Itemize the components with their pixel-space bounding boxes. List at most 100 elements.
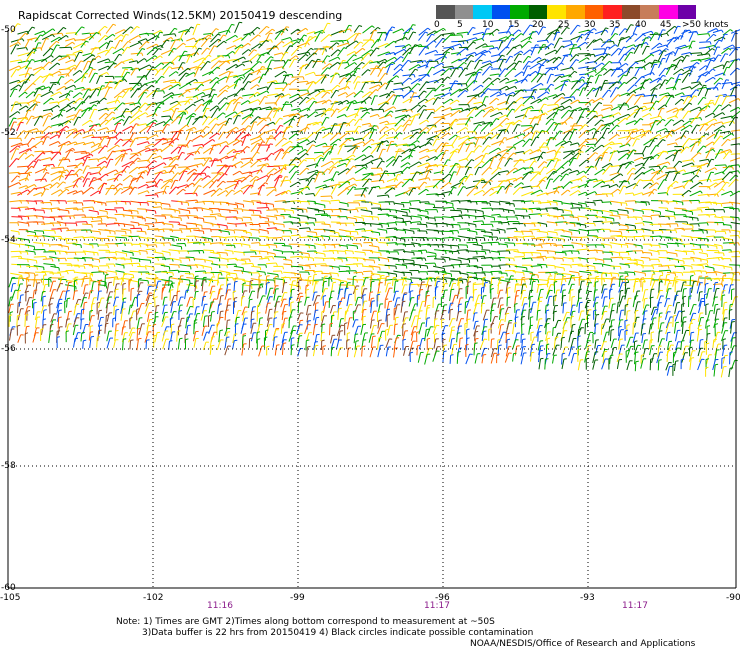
wind-barb: [192, 38, 200, 49]
wind-barb: [33, 192, 42, 197]
wind-barb: [673, 59, 681, 71]
wind-barb: [634, 162, 643, 167]
wind-barb: [680, 45, 691, 50]
wind-barb-flag: [197, 150, 201, 155]
wind-barb: [291, 108, 300, 111]
wind-barb-flag: [412, 178, 414, 183]
wind-barb-flag: [641, 76, 645, 79]
wind-barb-flag: [416, 140, 420, 143]
wind-barb: [177, 100, 189, 103]
wind-barb: [265, 128, 275, 133]
wind-barb-flag: [329, 215, 331, 219]
wind-barb-flag: [502, 156, 506, 159]
wind-barb-flag: [112, 116, 117, 120]
wind-barb: [584, 201, 595, 204]
wind-barb-flag: [531, 167, 534, 171]
wind-barb-flag: [357, 76, 361, 78]
wind-barb: [576, 170, 584, 176]
wind-barb: [232, 161, 242, 167]
wind-barb-flag: [531, 105, 534, 110]
wind-barb: [672, 55, 683, 62]
wind-barb-flag: [202, 61, 206, 65]
wind-barb-flag: [116, 144, 120, 148]
wind-barb: [18, 185, 27, 189]
wind-barb: [130, 83, 137, 92]
wind-barb-flag: [522, 139, 526, 143]
wind-barb-flag: [617, 188, 621, 192]
wind-barb-flag: [216, 105, 220, 108]
wind-barb-flag: [400, 68, 404, 72]
wind-barb: [538, 59, 548, 69]
wind-barb: [274, 214, 284, 217]
wind-barb-flag: [147, 141, 150, 145]
wind-barb-flag: [159, 31, 163, 34]
wind-barb-flag: [288, 93, 292, 97]
wind-barb: [362, 139, 373, 147]
wind-barb-flag: [128, 116, 132, 118]
wind-barb: [721, 95, 728, 106]
wind-barb: [113, 61, 123, 69]
wind-barb-flag: [723, 209, 726, 213]
wind-barb: [96, 75, 101, 84]
wind-barb: [641, 146, 647, 155]
wind-barb-flag: [240, 189, 244, 193]
wind-barb: [227, 58, 238, 62]
wind-barb-flag: [407, 59, 411, 62]
wind-barb: [274, 70, 285, 78]
wind-barb: [297, 153, 307, 161]
wind-barb: [185, 87, 198, 91]
wind-barb: [307, 89, 319, 97]
wind-barb: [361, 49, 372, 57]
wind-barb: [81, 107, 89, 117]
wind-barb: [514, 182, 522, 189]
wind-barb: [168, 186, 177, 195]
wind-barb-flag: [138, 102, 142, 106]
wind-barb-flag: [433, 109, 436, 113]
wind-barb-flag: [326, 91, 331, 95]
wind-barb-flag: [625, 63, 629, 66]
wind-barb-flag: [496, 47, 500, 51]
wind-barb-flag: [92, 68, 96, 71]
wind-barb: [665, 96, 672, 106]
wind-barb: [369, 84, 380, 90]
wind-barb: [416, 104, 424, 113]
wind-barb: [585, 61, 596, 64]
wind-barb-flag: [176, 137, 180, 141]
wind-barb: [162, 61, 171, 70]
wind-barb-flag: [651, 180, 654, 184]
wind-barb: [457, 138, 468, 147]
wind-barb-flag: [284, 164, 288, 166]
wind-barb: [443, 206, 454, 209]
wind-barb: [705, 59, 712, 71]
wind-barb: [393, 88, 402, 91]
wind-barb-flag: [624, 53, 628, 56]
wind-barb: [82, 134, 93, 139]
wind-barb: [202, 131, 211, 138]
wind-barb-flag: [17, 222, 20, 226]
wind-barb: [273, 66, 283, 70]
wind-barb: [217, 34, 224, 43]
wind-barb: [120, 68, 126, 78]
wind-barb-flag: [708, 33, 711, 37]
wind-barb-flag: [540, 189, 543, 193]
wind-barb: [290, 46, 300, 56]
wind-barb-flag: [104, 145, 108, 148]
wind-barb: [713, 36, 724, 42]
wind-barb-flag: [249, 60, 253, 64]
wind-barb-flag: [506, 217, 508, 221]
wind-barb-flag: [611, 105, 613, 109]
wind-barb-flag: [115, 136, 118, 140]
wind-barb: [233, 79, 239, 89]
wind-barb: [682, 110, 689, 120]
wind-barb: [489, 107, 498, 113]
wind-barb: [288, 112, 299, 118]
wind-barb: [528, 207, 540, 210]
wind-barb-flag: [288, 189, 292, 193]
wind-barb: [442, 47, 451, 55]
colorbar-swatch: [510, 5, 529, 19]
wind-barb-flag: [435, 185, 438, 189]
wind-barb: [619, 143, 629, 148]
wind-barb: [546, 74, 552, 84]
wind-barb-flag: [414, 144, 416, 148]
wind-barb: [456, 127, 466, 134]
